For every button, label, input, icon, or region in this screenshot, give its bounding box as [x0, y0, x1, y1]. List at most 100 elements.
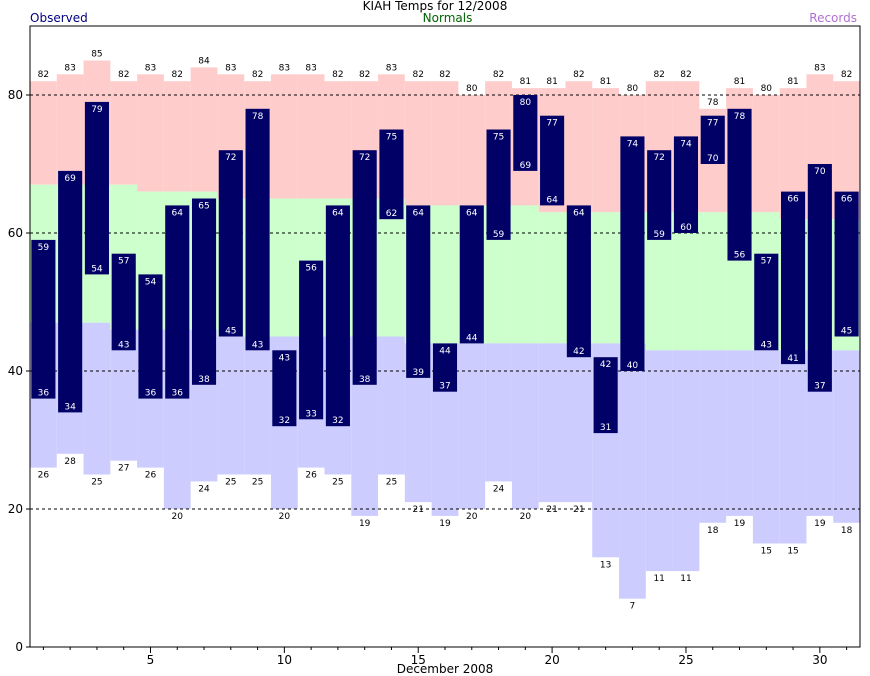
observed-low-label-day-19: 69 [520, 161, 532, 171]
record-low-band-day-26 [699, 350, 727, 523]
observed-bar-day-13 [352, 150, 377, 385]
observed-bar-day-1 [31, 239, 56, 399]
observed-bar-day-24 [647, 150, 672, 240]
observed-bar-day-26 [700, 115, 725, 164]
record-low-band-day-4 [110, 329, 138, 461]
observed-high-label-day-31: 66 [841, 195, 853, 205]
observed-low-label-day-17: 44 [466, 333, 478, 343]
record-high-band-day-6 [163, 81, 191, 192]
observed-bar-day-3 [84, 101, 109, 275]
observed-bar-day-2 [58, 170, 83, 413]
record-low-label-day-25: 11 [680, 574, 691, 584]
observed-high-label-day-19: 80 [520, 98, 532, 108]
observed-low-label-day-12: 32 [332, 416, 343, 426]
record-high-label-day-11: 83 [305, 63, 316, 73]
observed-high-label-day-15: 64 [412, 208, 424, 218]
record-low-label-day-5: 26 [145, 471, 157, 481]
observed-high-label-day-25: 74 [680, 139, 692, 149]
observed-low-label-day-14: 62 [386, 209, 397, 219]
observed-low-label-day-4: 43 [118, 340, 129, 350]
normal-band-day-22 [592, 212, 620, 344]
observed-low-label-day-3: 54 [91, 264, 103, 274]
observed-layer [31, 95, 859, 434]
observed-low-label-day-22: 31 [600, 423, 611, 433]
observed-low-label-day-8: 45 [225, 327, 236, 337]
observed-high-label-day-1: 59 [38, 243, 50, 253]
observed-high-label-day-24: 72 [653, 153, 664, 163]
observed-high-label-day-22: 42 [600, 360, 611, 370]
record-low-band-day-20 [538, 343, 566, 503]
record-low-band-day-17 [458, 343, 486, 509]
record-high-label-day-24: 82 [653, 70, 664, 80]
record-low-label-day-28: 15 [761, 547, 772, 557]
observed-low-label-day-21: 42 [573, 347, 584, 357]
record-high-band-day-7 [190, 67, 218, 192]
record-high-label-day-14: 83 [386, 63, 397, 73]
x-tick-label-15: 15 [411, 653, 426, 667]
record-high-label-day-9: 82 [252, 70, 263, 80]
y-tick-label-60: 60 [8, 226, 23, 240]
record-low-band-day-23 [619, 343, 646, 599]
record-low-label-day-22: 13 [600, 560, 611, 570]
record-high-band-day-16 [431, 81, 459, 206]
x-tick-label-10: 10 [277, 653, 292, 667]
observed-bar-day-31 [834, 191, 859, 337]
observed-low-label-day-7: 38 [198, 375, 210, 385]
record-high-band-day-11 [297, 74, 325, 199]
observed-high-label-day-11: 56 [305, 264, 317, 274]
observed-low-label-day-13: 38 [359, 375, 371, 385]
observed-bar-day-30 [807, 164, 832, 392]
observed-high-label-day-29: 66 [787, 195, 799, 205]
observed-bar-day-12 [325, 205, 350, 427]
record-high-band-day-28 [752, 95, 780, 213]
record-low-band-day-31 [833, 350, 860, 523]
x-tick-label-30: 30 [812, 653, 827, 667]
observed-bar-day-19 [513, 95, 538, 171]
record-low-band-day-25 [672, 350, 700, 572]
observed-bar-day-15 [406, 205, 431, 378]
normal-band-day-10 [270, 198, 298, 337]
axes-layer: 0 20 40 60 80 5 10 15 20 25 30 December 2008 [8, 25, 861, 676]
observed-bar-day-10 [272, 350, 297, 427]
record-high-label-day-13: 82 [359, 70, 370, 80]
record-low-band-day-9 [244, 336, 271, 475]
record-high-label-day-5: 83 [145, 63, 156, 73]
record-low-label-day-14: 25 [386, 478, 397, 488]
record-low-label-day-30: 19 [814, 519, 826, 529]
observed-low-label-day-30: 37 [814, 382, 825, 392]
chart-title: KIAH Temps for 12/2008 [362, 0, 508, 13]
observed-low-label-day-6: 36 [172, 389, 184, 399]
observed-low-label-day-24: 59 [653, 230, 665, 240]
observed-low-label-day-27: 56 [734, 251, 746, 261]
record-low-label-day-11: 26 [305, 471, 317, 481]
record-high-label-day-15: 82 [412, 70, 423, 80]
record-low-band-day-8 [217, 336, 245, 475]
observed-high-label-day-3: 79 [91, 105, 103, 115]
observed-bar-day-9 [245, 108, 270, 351]
record-low-band-day-24 [645, 350, 673, 572]
record-low-label-day-6: 20 [172, 512, 184, 522]
record-high-label-day-1: 82 [38, 70, 49, 80]
observed-low-label-day-16: 37 [439, 382, 450, 392]
record-high-label-day-26: 78 [707, 98, 719, 108]
record-low-label-day-27: 19 [734, 519, 746, 529]
observed-bar-day-11 [299, 260, 324, 420]
observed-high-label-day-17: 64 [466, 208, 478, 218]
record-high-label-day-7: 84 [198, 56, 210, 66]
record-low-band-day-19 [511, 343, 539, 509]
record-high-label-day-27: 81 [734, 77, 745, 87]
observed-bar-day-17 [459, 205, 484, 344]
record-low-label-day-15: 21 [412, 505, 423, 515]
legend-records: Records [809, 11, 857, 25]
observed-low-label-day-28: 43 [761, 340, 772, 350]
legend-normals: Normals [422, 11, 473, 25]
observed-bar-day-20 [540, 115, 565, 206]
observed-high-label-day-14: 75 [386, 133, 397, 143]
record-low-label-day-21: 21 [573, 505, 584, 515]
record-high-label-day-20: 81 [546, 77, 557, 87]
observed-high-label-day-16: 44 [439, 346, 451, 356]
observed-low-label-day-18: 59 [493, 230, 505, 240]
record-high-label-day-19: 81 [520, 77, 531, 87]
observed-high-label-day-20: 77 [546, 119, 557, 129]
observed-low-label-day-15: 39 [412, 368, 424, 378]
